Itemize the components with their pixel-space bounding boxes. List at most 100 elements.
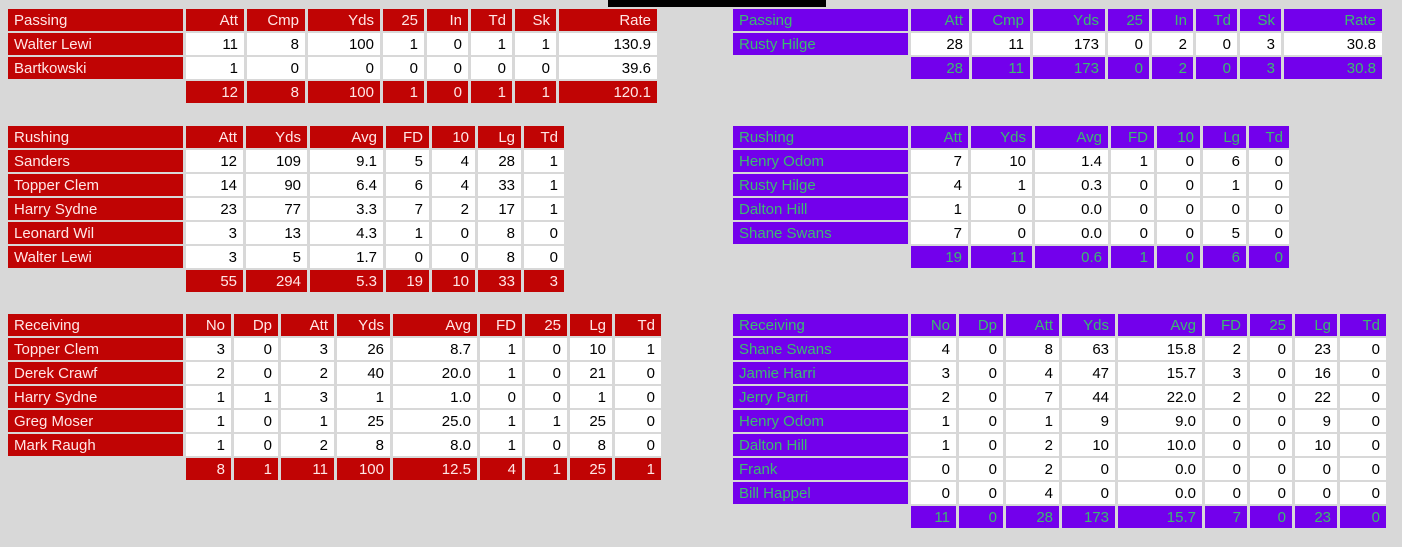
column-header-cell: 25 [383,9,424,31]
stat-value-cell: 0 [1249,150,1289,172]
totals-row: 55 294 5.3 19 10 33 3 [8,270,564,292]
column-header-cell: Att [1006,314,1059,336]
player-row: Walter Lewi 3 5 1.7 0 0 8 0 [8,246,564,268]
stat-value-cell: 1.7 [310,246,383,268]
stat-value-cell: 25 [337,410,390,432]
stat-value-cell: 90 [246,174,307,196]
stat-value-cell: 1 [570,386,612,408]
stat-value-cell: 1 [480,362,522,384]
column-header-cell: Td [524,126,564,148]
stat-value-cell: 3 [186,222,243,244]
stat-value-cell: 0 [386,246,429,268]
column-header-cell: Rate [559,9,657,31]
stat-value-cell: 0 [1203,198,1246,220]
stat-value-cell: 11 [186,33,244,55]
column-header-cell: Rate [1284,9,1382,31]
total-value-cell: 55 [186,270,243,292]
stat-value-cell: 0 [234,434,278,456]
total-value-cell: 28 [911,57,969,79]
total-value-cell: 120.1 [559,81,657,103]
player-name-cell: Shane Swans [733,222,908,244]
player-row: Bill Happel 0 0 4 0 0.0 0 0 0 0 [733,482,1386,504]
stat-value-cell: 13 [246,222,307,244]
player-name-cell: Rusty Hilge [733,33,908,55]
stat-value-cell: 0 [911,482,956,504]
table-title-cell: Rushing [8,126,183,148]
stat-value-cell: 9.0 [1118,410,1202,432]
stat-value-cell: 0 [959,410,1003,432]
stat-value-cell: 0 [1340,386,1386,408]
stat-value-cell: 7 [1006,386,1059,408]
column-header-cell: Att [186,9,244,31]
player-row: Jamie Harri 3 0 4 47 15.7 3 0 16 0 [733,362,1386,384]
total-value-cell: 173 [1033,57,1105,79]
column-header-cell: Cmp [247,9,305,31]
stat-value-cell: 7 [386,198,429,220]
total-value-cell: 100 [308,81,380,103]
stat-value-cell: 8 [478,246,521,268]
stat-value-cell: 23 [1295,338,1337,360]
stat-value-cell: 33 [478,174,521,196]
total-value-cell: 11 [911,506,956,528]
stat-value-cell: 0 [615,362,661,384]
stat-value-cell: 30.8 [1284,33,1382,55]
player-row: Dalton Hill 1 0 0.0 0 0 0 0 [733,198,1289,220]
column-header-cell: 25 [525,314,567,336]
player-name-cell: Derek Crawf [8,362,183,384]
stat-value-cell: 0 [1062,458,1115,480]
stat-value-cell: 1 [186,434,231,456]
stat-value-cell: 25.0 [393,410,477,432]
stat-value-cell: 22 [1295,386,1337,408]
stat-value-cell: 100 [308,33,380,55]
player-name-cell: Dalton Hill [733,434,908,456]
stat-value-cell: 0 [1157,198,1200,220]
stat-value-cell: 17 [478,198,521,220]
stat-value-cell: 1 [186,410,231,432]
stat-value-cell: 1 [911,198,968,220]
player-row: Bartkowski 1 0 0 0 0 0 0 39.6 [8,57,657,79]
stat-value-cell: 9 [1295,410,1337,432]
stat-value-cell: 0.0 [1118,482,1202,504]
stat-value-cell: 4 [911,174,968,196]
total-value-cell: 12 [186,81,244,103]
stat-value-cell: 0 [971,198,1032,220]
player-name-cell: Shane Swans [733,338,908,360]
total-value-cell: 1 [471,81,512,103]
column-header-cell: FD [1111,126,1154,148]
right-team-passing-table: Passing Att Cmp Yds 25 In Td Sk Rate Rusty Hilge 2… [730,7,1385,81]
stat-value-cell: 0 [1295,482,1337,504]
player-row: Leonard Wil 3 13 4.3 1 0 8 0 [8,222,564,244]
stat-value-cell: 1 [1203,174,1246,196]
total-value-cell: 173 [1062,506,1115,528]
stat-value-cell: 2 [1006,434,1059,456]
stat-value-cell: 0 [1295,458,1337,480]
stat-value-cell: 3 [186,338,231,360]
stat-value-cell: 1 [186,386,231,408]
totals-spacer-cell [8,458,183,480]
column-header-cell: Avg [393,314,477,336]
column-header-cell: FD [386,126,429,148]
column-header-cell: No [186,314,231,336]
stat-value-cell: 2 [1205,338,1247,360]
header-row: Rushing Att Yds Avg FD 10 Lg Td [8,126,564,148]
total-value-cell: 8 [247,81,305,103]
stat-value-cell: 0 [959,362,1003,384]
total-value-cell: 0 [1157,246,1200,268]
stat-value-cell: 7 [911,150,968,172]
stat-value-cell: 2 [1006,458,1059,480]
player-name-cell: Harry Sydne [8,386,183,408]
stat-value-cell: 23 [186,198,243,220]
stat-value-cell: 0 [959,338,1003,360]
total-value-cell: 0 [1196,57,1237,79]
total-value-cell: 8 [186,458,231,480]
player-name-cell: Leonard Wil [8,222,183,244]
total-value-cell: 19 [911,246,968,268]
column-header-cell: Att [911,126,968,148]
stat-value-cell: 3 [281,386,334,408]
stat-value-cell: 0 [432,246,475,268]
player-name-cell: Henry Odom [733,150,908,172]
header-row: Rushing Att Yds Avg FD 10 Lg Td [733,126,1289,148]
stat-value-cell: 173 [1033,33,1105,55]
stat-value-cell: 1 [386,222,429,244]
